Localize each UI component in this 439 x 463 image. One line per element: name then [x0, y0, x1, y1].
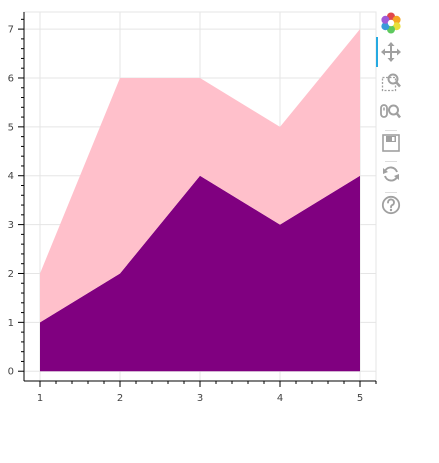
y-tick-label: 4: [8, 171, 14, 182]
y-tick-label: 1: [8, 318, 14, 329]
y-tick-label: 3: [8, 220, 14, 231]
y-tick-label: 6: [8, 73, 14, 84]
stacked-areas: [40, 29, 360, 371]
pan-tool-button[interactable]: [376, 39, 406, 65]
pan-tool-icon: [381, 42, 401, 62]
bokeh-logo-icon: [380, 12, 402, 34]
y-tick-label: 7: [8, 25, 14, 36]
y-tick-label: 2: [8, 269, 14, 280]
y-tick-label: 0: [8, 367, 14, 378]
x-tick-label: 2: [117, 393, 123, 404]
save-tool-button[interactable]: [376, 130, 406, 156]
wheel-zoom-tool-button[interactable]: [376, 99, 406, 125]
help-tool-button[interactable]: [376, 192, 406, 218]
x-tick-label: 1: [37, 393, 43, 404]
y-tick-label: 5: [8, 122, 14, 133]
box-zoom-tool-button[interactable]: [376, 69, 406, 95]
x-tick-label: 4: [277, 393, 283, 404]
x-tick-label: 5: [357, 393, 363, 404]
wheel-zoom-tool-icon: [380, 102, 402, 122]
reset-tool-button[interactable]: [376, 161, 406, 187]
save-tool-icon: [381, 133, 401, 153]
help-tool-icon: [381, 195, 401, 215]
x-tick-label: 3: [197, 393, 203, 404]
box-zoom-tool-icon: [381, 72, 401, 92]
bokeh-logo: [376, 10, 406, 36]
reset-tool-icon: [381, 164, 401, 184]
